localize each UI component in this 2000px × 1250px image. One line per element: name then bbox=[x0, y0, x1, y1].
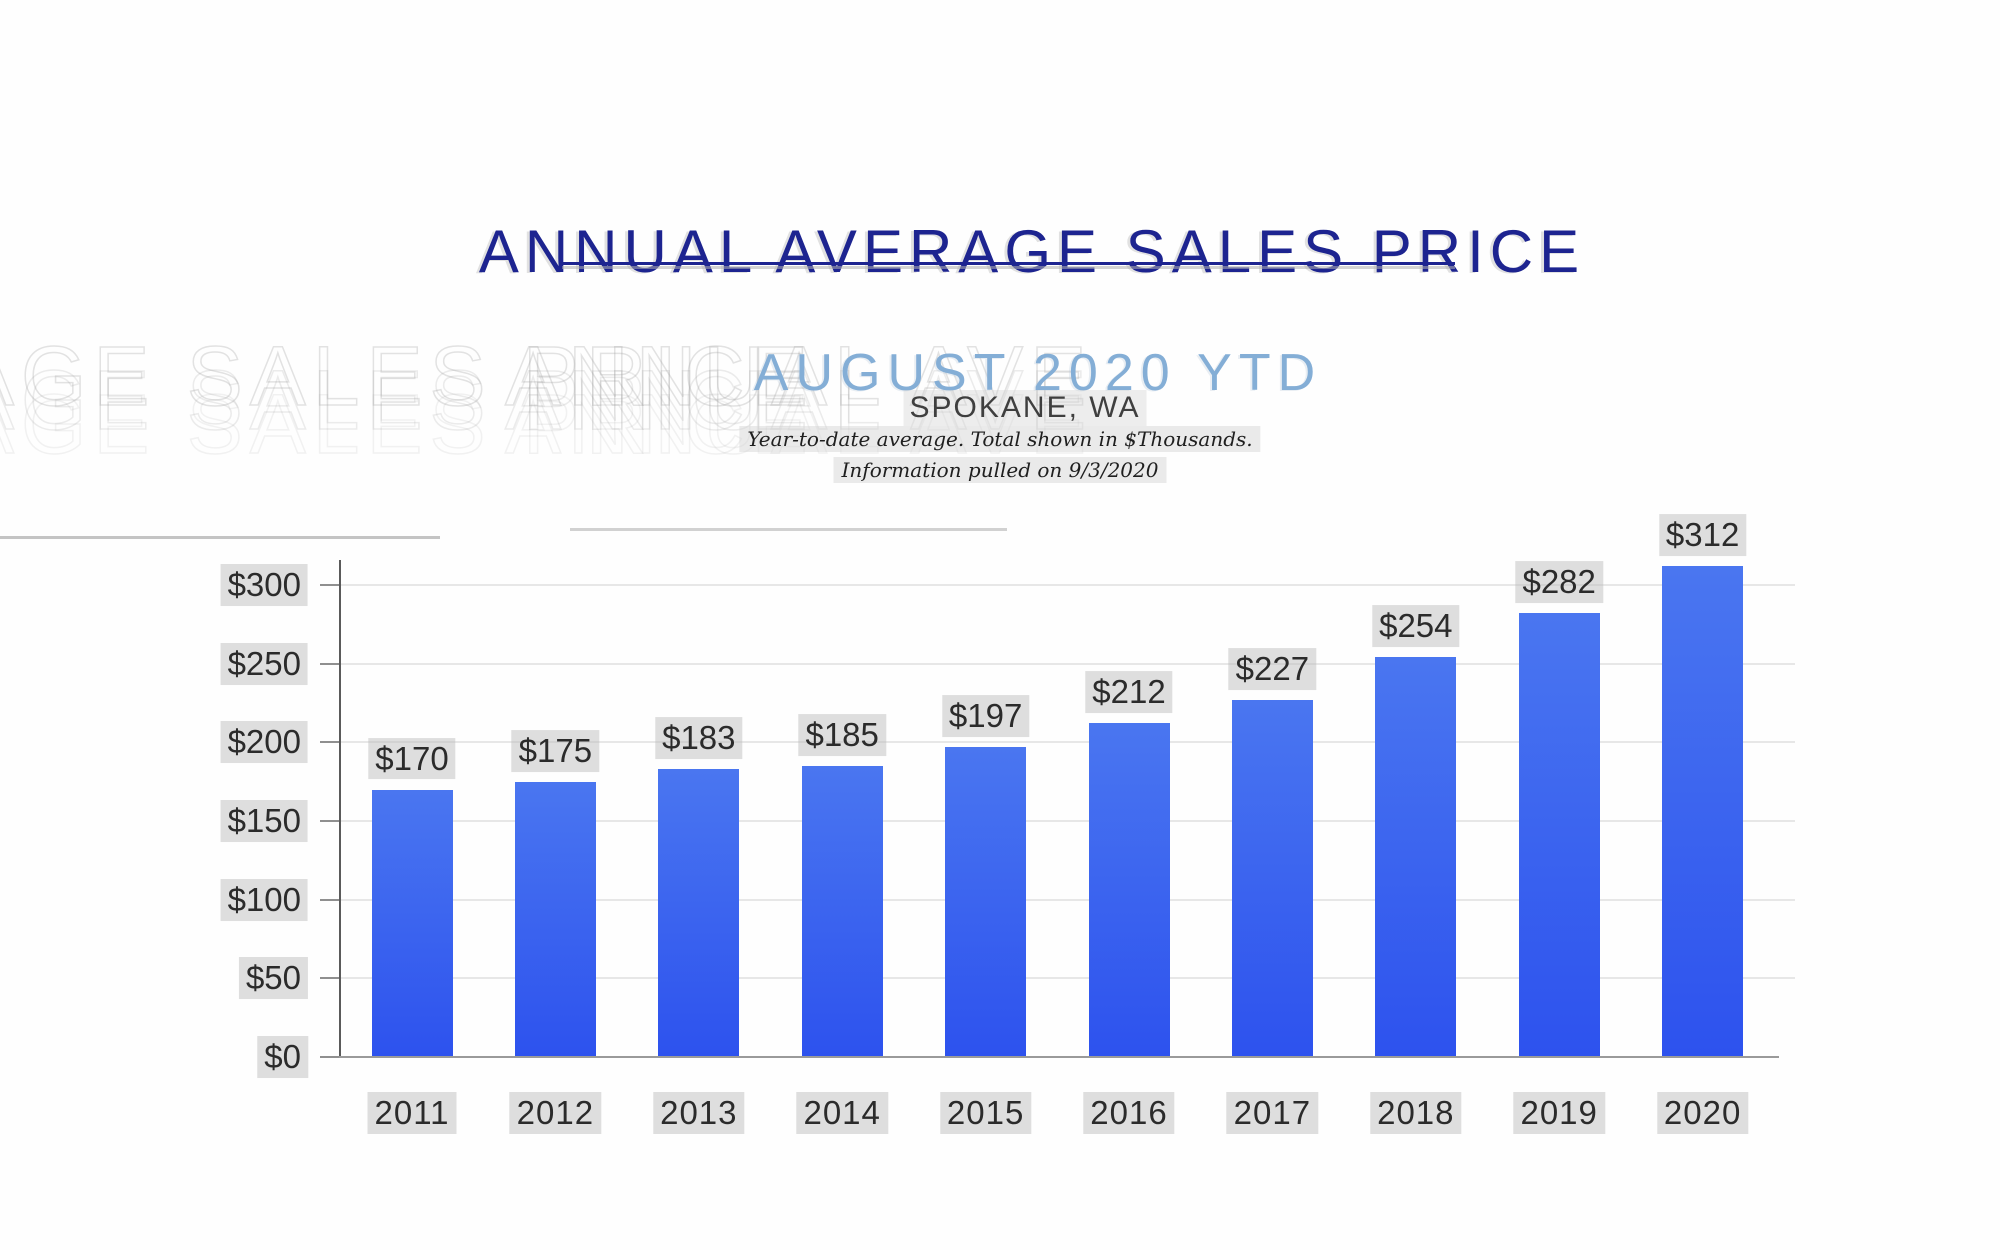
bar-value-2020: $312 bbox=[1658, 514, 1747, 557]
bar-2019 bbox=[1518, 613, 1600, 1057]
gridline-$250 bbox=[340, 662, 1795, 665]
bar-value-2019: $282 bbox=[1515, 561, 1603, 604]
x-axis-label-2016: 2016 bbox=[1083, 1092, 1175, 1134]
x-axis-label-2020: 2020 bbox=[1656, 1092, 1749, 1134]
bar-value-2012: $175 bbox=[511, 729, 600, 772]
y-axis-label-$300: $300 bbox=[220, 564, 308, 606]
bar-2017 bbox=[1231, 699, 1313, 1057]
x-axis-label-2018: 2018 bbox=[1370, 1092, 1462, 1134]
watermark-text-left-echo: AGE SALES PRICE bbox=[0, 352, 815, 448]
bar-value-2015: $197 bbox=[941, 695, 1030, 738]
bar-2018 bbox=[1375, 657, 1457, 1057]
gridline-$100 bbox=[340, 898, 1795, 901]
note-line-1: Year-to-date average. Total shown in $Th… bbox=[739, 426, 1261, 452]
y-axis-label-$0: $0 bbox=[257, 1036, 308, 1078]
y-tick-$300 bbox=[320, 584, 341, 586]
bar-2020 bbox=[1662, 566, 1744, 1057]
x-axis-label-2015: 2015 bbox=[939, 1092, 1032, 1134]
bar-value-2011: $170 bbox=[368, 737, 456, 780]
bar-2015 bbox=[945, 747, 1027, 1057]
bar-value-2016: $212 bbox=[1085, 671, 1173, 714]
location-label: SPOKANE, WA bbox=[903, 390, 1147, 426]
subtitle: AUGUST 2020 YTD bbox=[753, 344, 1323, 403]
y-tick-$100 bbox=[320, 898, 341, 901]
y-axis-label-$100: $100 bbox=[220, 878, 308, 921]
bar-2016 bbox=[1088, 723, 1170, 1057]
watermark-text-left: AGE SALES PRICE bbox=[0, 328, 815, 424]
y-tick-$0 bbox=[320, 1056, 341, 1058]
x-axis-label-2014: 2014 bbox=[796, 1092, 888, 1134]
bar-value-2018: $254 bbox=[1372, 605, 1460, 648]
bar-2014 bbox=[801, 765, 883, 1057]
gridline-$150 bbox=[340, 820, 1795, 822]
watermark-text-right: ANNUAL AVE bbox=[504, 328, 1094, 424]
note-line-2: Information pulled on 9/3/2020 bbox=[833, 457, 1167, 483]
y-tick-$200 bbox=[320, 741, 341, 744]
y-axis-label-$200: $200 bbox=[220, 721, 308, 764]
x-axis-baseline bbox=[339, 1056, 1779, 1058]
y-tick-$250 bbox=[320, 662, 341, 665]
bar-2013 bbox=[658, 769, 740, 1057]
y-axis-label-$150: $150 bbox=[220, 800, 308, 842]
y-tick-$150 bbox=[320, 820, 341, 822]
y-tick-$50 bbox=[320, 977, 341, 980]
x-axis-label-2019: 2019 bbox=[1513, 1092, 1605, 1134]
gridline-$200 bbox=[340, 741, 1795, 744]
page-title: ANNUAL AVERAGE SALES PRICE bbox=[478, 218, 1586, 286]
x-axis-label-2012: 2012 bbox=[509, 1092, 602, 1134]
x-axis-label-2013: 2013 bbox=[653, 1092, 745, 1134]
bar-value-2014: $185 bbox=[798, 713, 886, 756]
bar-2011 bbox=[371, 789, 453, 1057]
x-axis-label-2011: 2011 bbox=[367, 1092, 457, 1134]
y-axis-line bbox=[339, 560, 341, 1058]
bar-value-2017: $227 bbox=[1228, 647, 1317, 690]
watermark-underline-center bbox=[570, 528, 1007, 531]
y-axis-label-$250: $250 bbox=[220, 642, 308, 685]
watermark-text-right-echo: ANNUAL AVE bbox=[504, 352, 1094, 448]
watermark-text-left-echo2: AGE SALES PRICE bbox=[0, 376, 815, 472]
bar-2012 bbox=[514, 781, 596, 1057]
y-axis-label-$50: $50 bbox=[238, 957, 308, 1000]
x-axis-label-2017: 2017 bbox=[1226, 1092, 1319, 1134]
gridline-$300 bbox=[340, 584, 1795, 586]
gridline-$50 bbox=[340, 977, 1795, 980]
watermark-underline-left bbox=[0, 536, 440, 539]
title-underline bbox=[562, 262, 1455, 265]
watermark-text-right-echo2: ANNUAL AVE bbox=[504, 376, 1094, 472]
bar-value-2013: $183 bbox=[655, 717, 743, 760]
